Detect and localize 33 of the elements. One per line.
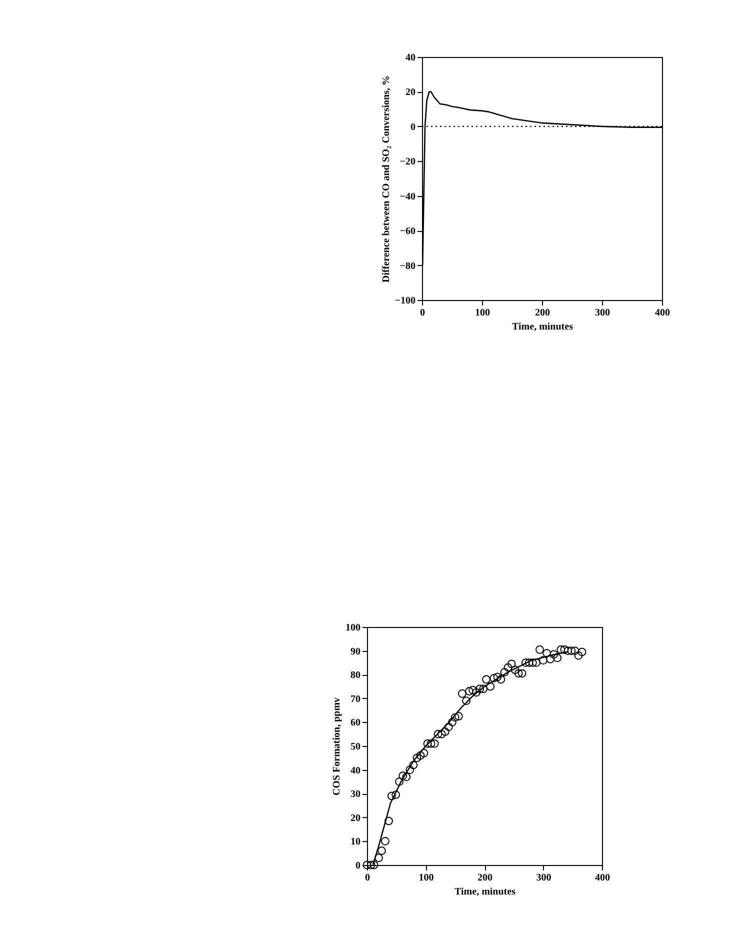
y-axis-title: Difference between CO and SO₂ Conversions, % (380, 76, 392, 282)
x-axis-title: Time, minutes (512, 322, 574, 332)
y-tick-label: 60 (350, 718, 360, 729)
y-tick-label: −60 (400, 226, 416, 238)
x-tick-label: 100 (418, 872, 434, 884)
y-tick-label: 0 (410, 122, 416, 133)
x-tick-label: 0 (420, 308, 425, 318)
y-tick-label: 40 (350, 765, 360, 776)
y-tick-label: 20 (406, 87, 416, 98)
y-tick-label: 40 (406, 52, 416, 64)
y-tick-label: 50 (350, 742, 360, 752)
y-tick-label: 0 (356, 860, 360, 872)
x-tick-label: 400 (595, 872, 610, 884)
y-tick-label: 10 (350, 836, 360, 848)
y-tick-label: 90 (350, 646, 360, 658)
x-tick-label: 200 (478, 872, 492, 884)
y-tick-label: −100 (394, 296, 416, 306)
x-tick-label: 300 (536, 872, 552, 884)
x-tick-label: 200 (535, 308, 550, 318)
x-tick-label: 100 (475, 308, 490, 318)
x-tick-label: 300 (595, 308, 610, 318)
x-axis-title: Time, minutes (454, 886, 516, 898)
y-tick-label: 30 (350, 789, 360, 800)
y-axis-title: COS Formation, ppmv (332, 697, 342, 796)
y-tick-label: −80 (400, 260, 416, 272)
y-tick-label: −40 (400, 191, 416, 202)
x-tick-label: 400 (655, 308, 670, 318)
x-tick-label: 0 (365, 872, 370, 884)
y-tick-label: 20 (350, 812, 360, 824)
y-tick-label: 100 (346, 622, 360, 634)
y-tick-label: 80 (350, 670, 360, 682)
y-tick-label: 70 (350, 694, 360, 705)
y-tick-label: −20 (400, 156, 416, 168)
